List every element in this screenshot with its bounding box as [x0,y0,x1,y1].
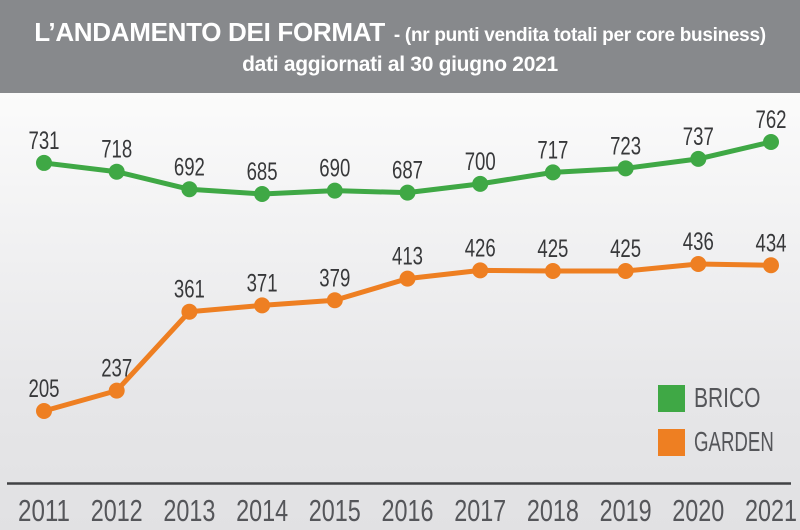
point-brico-2012 [108,163,125,180]
chart-update-note: dati aggiornati al 30 giugno 2021 [242,52,558,76]
value-label-brico-2019: 723 [610,132,641,160]
point-brico-2016 [399,184,416,201]
x-tick-label-2021: 2021 [745,493,797,528]
point-garden-2020 [690,256,707,272]
legend-label-brico: BRICO [694,382,761,413]
value-label-garden-2016: 413 [392,243,423,271]
point-garden-2011 [36,403,52,419]
point-garden-2013 [181,303,198,320]
value-label-garden-2015: 379 [319,264,350,292]
point-brico-2021 [763,134,779,150]
value-label-brico-2016: 687 [392,157,423,185]
value-label-brico-2012: 718 [101,136,132,164]
point-brico-2020 [690,150,707,167]
value-label-garden-2020: 436 [683,228,714,256]
value-label-garden-2021: 434 [756,229,787,257]
x-tick-label-2011: 2011 [18,493,70,528]
value-label-garden-2014: 371 [247,269,278,297]
x-tick-label-2019: 2019 [600,493,652,528]
x-tick-label-2020: 2020 [672,493,724,528]
legend-swatch-brico [658,385,685,412]
value-label-garden-2011: 205 [29,375,60,403]
value-label-brico-2017: 700 [465,148,496,176]
value-label-garden-2019: 425 [610,235,641,263]
point-garden-2012 [108,382,125,399]
point-brico-2018 [544,164,561,181]
chart-title-detail: - (nr punti vendita totali per core busi… [393,24,766,46]
chart-title: L’ANDAMENTO DEI FORMAT [34,16,385,47]
value-label-brico-2013: 692 [174,153,205,181]
x-tick-label-2013: 2013 [163,493,215,528]
value-label-brico-2020: 737 [683,123,714,151]
value-label-brico-2014: 685 [247,158,278,186]
point-garden-2021 [763,257,779,274]
point-garden-2017 [472,262,489,279]
chart-title-row: L’ANDAMENTO DEI FORMAT - (nr punti vendit… [34,16,766,47]
chart-header: L’ANDAMENTO DEI FORMAT - (nr punti vendit… [0,0,800,93]
value-label-garden-2012: 237 [101,355,132,383]
x-tick-label-2018: 2018 [527,493,579,528]
value-label-brico-2018: 717 [537,136,568,164]
value-label-brico-2021: 762 [756,106,787,134]
point-brico-2019 [617,160,634,177]
point-garden-2016 [399,270,416,287]
point-garden-2018 [544,263,561,279]
x-tick-label-2017: 2017 [454,493,506,528]
point-brico-2013 [181,181,198,198]
value-label-brico-2011: 731 [29,127,60,155]
value-label-garden-2017: 426 [465,234,496,262]
point-brico-2015 [326,182,343,199]
point-brico-2017 [472,175,489,192]
x-tick-label-2015: 2015 [309,493,361,528]
point-garden-2015 [326,292,343,309]
legend-label-garden: GARDEN [694,426,774,457]
value-label-garden-2018: 425 [537,235,568,263]
format-trend-chart: 2011 2012 2013 2014 2015 2016 2017 2018 2019 2020… [7,106,797,528]
value-label-brico-2015: 690 [319,155,350,183]
legend-swatch-garden [658,429,685,456]
x-tick-label-2014: 2014 [236,493,288,528]
point-brico-2014 [254,186,271,202]
value-label-garden-2013: 361 [174,276,205,304]
point-brico-2011 [36,154,52,171]
point-garden-2019 [617,263,634,279]
chart-area: 2011 2012 2013 2014 2015 2016 2017 2018 2019 2020… [0,93,800,530]
x-tick-label-2012: 2012 [91,493,143,528]
point-garden-2014 [254,297,271,314]
x-tick-label-2016: 2016 [382,493,434,528]
